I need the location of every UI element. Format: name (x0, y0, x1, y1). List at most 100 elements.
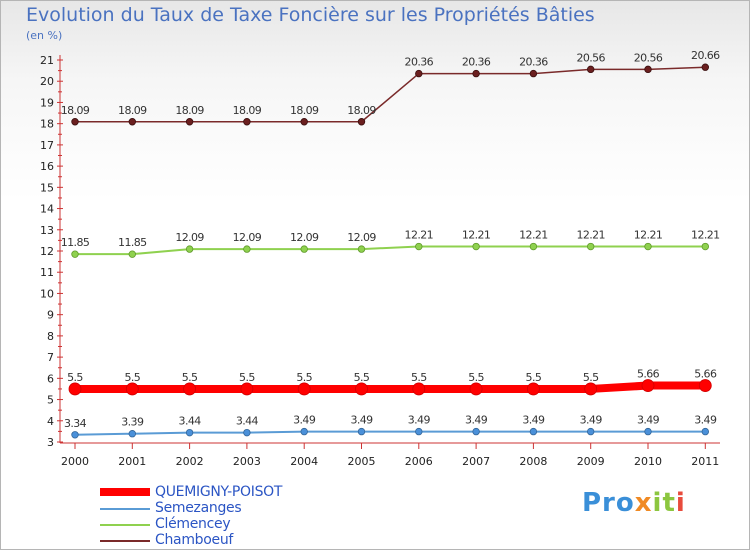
data-point-clemencey (644, 242, 652, 251)
data-point-clemencey (243, 245, 251, 253)
data-label-chamboeuf: 18.09 (175, 104, 204, 117)
x-tick-label: 2005 (348, 455, 376, 468)
data-point-clemencey (472, 242, 480, 251)
data-label-chamboeuf: 20.56 (634, 51, 663, 64)
data-point-quemigny-poisot (240, 382, 254, 396)
legend-swatch-clemencey (100, 524, 150, 526)
data-label-chamboeuf: 20.36 (405, 56, 434, 69)
data-point-chamboeuf (701, 63, 709, 71)
y-tick-label: 10 (40, 287, 54, 300)
data-point-chamboeuf (300, 118, 308, 126)
y-tick-label: 8 (47, 330, 54, 343)
data-point-chamboeuf (644, 65, 652, 74)
x-tick-label: 2001 (118, 455, 146, 468)
data-label-semezanges: 3.49 (522, 414, 545, 427)
data-label-clemencey: 12.09 (175, 231, 204, 244)
data-label-chamboeuf: 18.09 (118, 104, 147, 117)
data-label-semezanges: 3.34 (64, 417, 87, 430)
data-point-chamboeuf (529, 69, 538, 78)
data-point-quemigny-poisot (698, 379, 712, 392)
y-tick-label: 6 (47, 372, 54, 385)
data-point-semezanges (128, 430, 136, 438)
data-point-quemigny-poisot (469, 382, 483, 396)
data-label-clemencey: 11.85 (61, 236, 90, 249)
y-tick-label: 13 (40, 224, 54, 237)
data-label-semezanges: 3.49 (293, 414, 316, 427)
data-label-chamboeuf: 18.09 (233, 104, 262, 117)
data-point-chamboeuf (185, 118, 194, 126)
y-tick-label: 20 (40, 75, 54, 88)
data-point-semezanges (243, 428, 251, 437)
data-label-chamboeuf: 20.56 (576, 51, 605, 64)
data-label-clemencey: 12.21 (691, 229, 720, 242)
data-label-quemigny-poisot: 5.5 (296, 371, 312, 384)
y-tick-label: 12 (40, 245, 54, 258)
data-point-quemigny-poisot (355, 382, 368, 396)
y-tick-label: 3 (47, 436, 54, 449)
y-tick-label: 7 (47, 351, 54, 364)
chart-title: Evolution du Taux de Taxe Foncière sur l… (26, 4, 595, 26)
data-point-quemigny-poisot (412, 382, 426, 396)
data-point-clemencey (185, 245, 194, 253)
data-label-semezanges: 3.49 (694, 414, 717, 427)
y-tick-label: 15 (40, 181, 54, 194)
x-tick-label: 2008 (519, 455, 547, 468)
data-point-semezanges (415, 427, 423, 436)
data-label-clemencey: 12.21 (405, 229, 434, 242)
data-label-clemencey: 12.21 (576, 229, 605, 242)
data-point-semezanges (529, 427, 538, 436)
data-point-quemigny-poisot (297, 382, 311, 396)
y-tick-label: 21 (40, 54, 54, 67)
data-point-semezanges (701, 427, 709, 436)
data-label-quemigny-poisot: 5.66 (637, 368, 660, 381)
data-point-clemencey (415, 242, 423, 251)
data-point-semezanges (71, 431, 79, 439)
y-tick-label: 17 (40, 139, 54, 152)
data-label-quemigny-poisot: 5.5 (583, 371, 599, 384)
data-point-chamboeuf (357, 118, 366, 126)
data-point-semezanges (185, 428, 194, 437)
x-tick-label: 2003 (233, 455, 261, 468)
data-label-quemigny-poisot: 5.5 (468, 371, 484, 384)
data-label-chamboeuf: 20.66 (691, 49, 720, 62)
x-tick-label: 2007 (462, 455, 490, 468)
data-label-semezanges: 3.49 (465, 414, 488, 427)
data-label-semezanges: 3.49 (350, 414, 373, 427)
data-point-clemencey (128, 250, 136, 258)
data-label-clemencey: 12.09 (290, 231, 319, 244)
y-tick-label: 16 (40, 160, 54, 173)
x-tick-label: 2000 (61, 455, 89, 468)
legend-label-semezanges: Semezanges (155, 500, 242, 516)
data-label-semezanges: 3.44 (236, 415, 259, 428)
data-label-clemencey: 12.21 (634, 229, 663, 242)
data-point-chamboeuf (128, 118, 136, 126)
data-point-chamboeuf (415, 69, 423, 78)
legend-label-chamboeuf: Chamboeuf (155, 532, 234, 548)
y-tick-label: 5 (47, 394, 54, 407)
data-point-clemencey (71, 250, 79, 258)
data-label-chamboeuf: 18.09 (290, 104, 319, 117)
data-label-semezanges: 3.44 (179, 415, 202, 428)
legend-label-quemigny-poisot: QUEMIGNY-POISOT (155, 484, 283, 500)
data-point-quemigny-poisot (641, 379, 655, 392)
data-point-quemigny-poisot (183, 382, 197, 396)
x-tick-label: 2004 (290, 455, 318, 468)
data-point-semezanges (300, 427, 308, 436)
x-tick-label: 2009 (577, 455, 605, 468)
data-label-semezanges: 3.49 (637, 414, 660, 427)
data-point-semezanges (472, 427, 480, 436)
series-line-clemencey (75, 245, 706, 256)
data-label-quemigny-poisot: 5.5 (124, 371, 140, 384)
data-point-semezanges (357, 427, 366, 436)
data-point-semezanges (587, 427, 595, 436)
data-label-clemencey: 12.09 (347, 231, 376, 244)
data-point-clemencey (529, 242, 538, 251)
data-point-chamboeuf (472, 69, 480, 78)
data-point-chamboeuf (243, 118, 251, 126)
series-line-chamboeuf (75, 66, 706, 123)
data-point-clemencey (300, 245, 308, 253)
data-point-quemigny-poisot (527, 382, 540, 396)
data-point-chamboeuf (587, 65, 595, 74)
data-label-quemigny-poisot: 5.5 (411, 371, 427, 384)
